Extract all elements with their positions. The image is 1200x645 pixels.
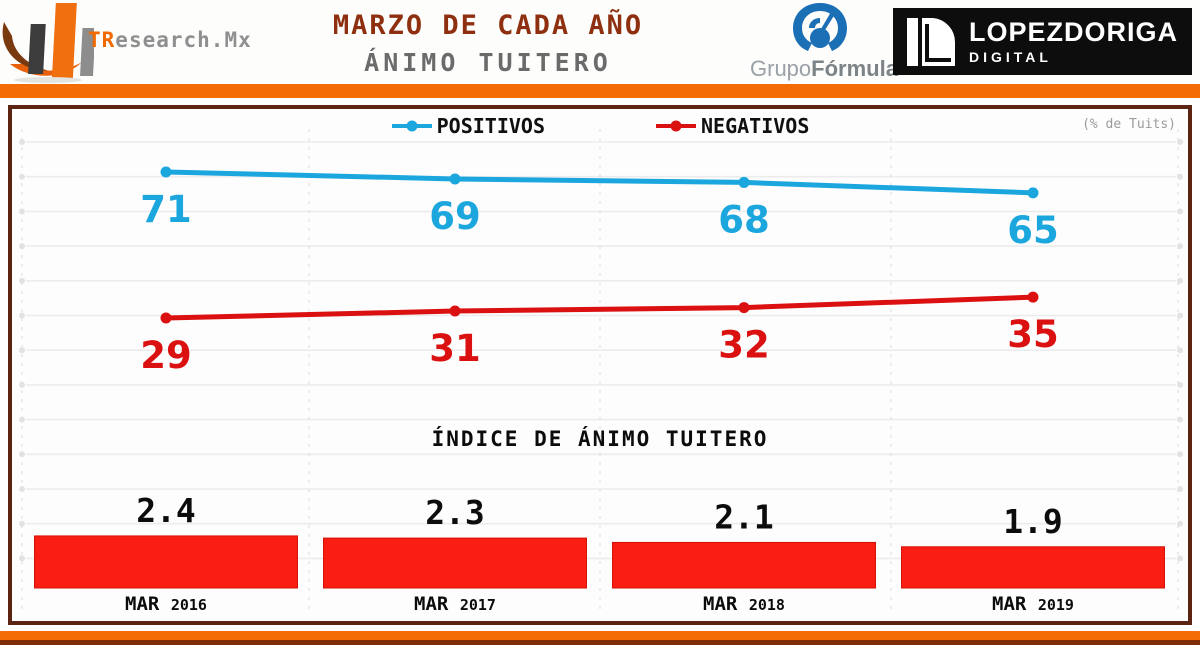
point-negativos xyxy=(1027,291,1039,303)
chart-canvas: 2.4 2.3 2.1 1.9 71 69 68 65 29 31 32 35 MAR 2016 MAR … xyxy=(19,129,1183,615)
gridline-dot-left xyxy=(19,347,25,354)
point-positivos xyxy=(738,176,750,188)
legend-label: NEGATIVOS xyxy=(701,114,810,138)
grupo-text: Grupo xyxy=(750,56,812,81)
formula-text: Fórmula xyxy=(811,56,898,81)
point-positivos xyxy=(449,173,461,185)
value-label-negativos: 29 xyxy=(140,334,192,377)
bar-value-label: 2.4 xyxy=(136,491,196,530)
legend-marker-negativos xyxy=(656,120,696,132)
unit-note: (% de Tuits) xyxy=(1082,117,1176,132)
lopezdoriga-logo: LOPEZDORIGA DIGITAL xyxy=(893,8,1192,75)
gridline-dot-left xyxy=(19,381,25,388)
index-bar xyxy=(34,535,298,589)
bottom-orange-divider xyxy=(0,631,1200,640)
x-axis-label: MAR 2016 xyxy=(125,593,207,615)
point-negativos xyxy=(449,305,461,317)
brand-name-rest: esearch.Mx xyxy=(115,28,252,52)
value-label-negativos: 31 xyxy=(429,327,481,370)
x-axis-label: MAR 2018 xyxy=(703,593,785,615)
bar-value-label: 2.3 xyxy=(425,493,485,532)
legend-item-negativos: NEGATIVOS xyxy=(655,114,809,138)
line-negativos xyxy=(163,294,1036,321)
gridline-dot-left xyxy=(19,555,25,562)
tresearch-brand: TResearch.Mx xyxy=(2,0,251,84)
chart-legend: POSITIVOS NEGATIVOS xyxy=(12,114,1188,138)
gridline-dot-right xyxy=(1177,312,1183,319)
value-label-negativos: 35 xyxy=(1007,313,1059,356)
index-bar xyxy=(612,541,876,589)
header: TResearch.Mx MARZO DE CADA AÑO ÁNIMO TUI… xyxy=(0,0,1200,84)
lopezdoriga-icon xyxy=(907,17,956,66)
top-orange-divider xyxy=(0,84,1200,98)
grupo-formula-logo: GrupoFórmula xyxy=(750,2,898,84)
point-negativos xyxy=(738,302,750,314)
legend-item-positivos: POSITIVOS xyxy=(391,114,545,138)
bar-value-label: 2.1 xyxy=(714,497,774,536)
gridline-dot-left xyxy=(19,139,25,145)
index-bar xyxy=(323,537,587,589)
point-positivos xyxy=(1027,187,1039,199)
value-label-positivos: 68 xyxy=(718,198,770,241)
title-block: MARZO DE CADA AÑO ÁNIMO TUITERO xyxy=(288,10,688,77)
value-label-negativos: 32 xyxy=(718,324,770,367)
index-bar xyxy=(901,546,1165,589)
gridline-dot-right xyxy=(1177,555,1183,562)
lopezdoriga-wordmark: LOPEZDORIGA DIGITAL xyxy=(969,17,1179,65)
bottom-brown-divider xyxy=(0,640,1200,645)
lopezdoriga-line1: LOPEZDORIGA xyxy=(969,17,1179,47)
legend-marker-positivos xyxy=(391,120,432,132)
point-positivos xyxy=(160,166,172,178)
tresearch-logo-icon xyxy=(2,3,96,83)
gridline-dot-left xyxy=(19,312,25,319)
point-negativos xyxy=(160,312,172,324)
page-subtitle: ÁNIMO TUITERO xyxy=(364,48,612,77)
lopezdoriga-line2: DIGITAL xyxy=(969,49,1052,65)
value-label-positivos: 71 xyxy=(140,188,192,231)
legend-label: POSITIVOS xyxy=(436,114,545,138)
gridline-dot-right xyxy=(1177,347,1183,354)
x-axis-label: MAR 2019 xyxy=(992,593,1074,615)
chart-panel: 2.4 2.3 2.1 1.9 71 69 68 65 29 31 32 35 MAR 2016 MAR … xyxy=(8,105,1192,625)
bar-value-label: 1.9 xyxy=(1003,502,1063,541)
value-label-positivos: 69 xyxy=(429,195,481,238)
line-positivos xyxy=(163,169,1036,196)
value-label-positivos: 65 xyxy=(1007,209,1059,252)
brand-name-tr: TR xyxy=(88,28,116,52)
page-title: MARZO DE CADA AÑO xyxy=(332,10,644,41)
gridline-dot-left xyxy=(19,277,25,284)
grupo-formula-icon xyxy=(793,3,847,51)
grupo-formula-wordmark: GrupoFórmula xyxy=(750,56,898,82)
x-axis-label: MAR 2017 xyxy=(414,593,496,615)
index-chart-title: ÍNDICE DE ÁNIMO TUITERO xyxy=(431,427,769,451)
brand-name: TResearch.Mx xyxy=(88,28,252,52)
gridline-dot-left xyxy=(19,520,25,527)
